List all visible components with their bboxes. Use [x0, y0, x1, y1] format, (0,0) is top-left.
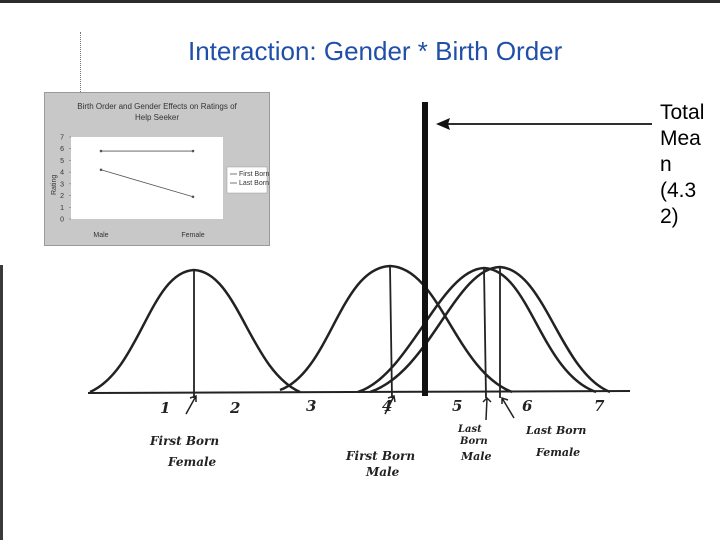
curve-first-born-male — [279, 264, 513, 394]
pointer-arrow-icon — [482, 396, 492, 421]
y-tick-label: 0 — [60, 217, 64, 224]
label-last-born-male-line1: Last — [457, 424, 482, 435]
axis-number: 4 — [382, 397, 392, 415]
data-point — [99, 149, 103, 153]
curve-first-born-female — [89, 268, 301, 394]
y-tick-label: 1 — [60, 205, 64, 212]
arrow-head-icon — [436, 118, 450, 130]
series-line — [100, 169, 194, 198]
label-last-born-male-line2: Born — [459, 436, 488, 447]
data-point — [191, 149, 195, 153]
curve-last-born-female — [369, 265, 611, 394]
legend-label: First Born — [239, 171, 269, 178]
label-last-born-female-line1: Last Born — [525, 424, 586, 437]
label-first-born-female-line1: First Born — [149, 434, 219, 448]
left-border — [0, 265, 3, 540]
note-line: Total — [660, 101, 705, 124]
y-axis-label: Rating — [51, 175, 58, 195]
y-tick-label: 3 — [60, 181, 64, 188]
curve-last-born-male — [357, 266, 597, 394]
y-tick-label: 4 — [60, 170, 64, 177]
pointer-arrow-icon — [384, 395, 396, 415]
y-tick-label: 6 — [60, 146, 64, 153]
inset-chart: Birth Order and Gender Effects on Rating… — [44, 92, 270, 246]
inset-title-line: Birth Order and Gender Effects on Rating… — [77, 102, 237, 111]
y-tick-label: 7 — [60, 135, 64, 142]
plot-area — [71, 137, 223, 219]
label-first-born-male-line2: Male — [365, 465, 400, 479]
note-line: Mea — [660, 127, 701, 150]
data-point — [99, 168, 103, 172]
mean-line-last-born-male — [483, 267, 487, 399]
note-line: (4.3 — [660, 179, 697, 202]
y-tick-label: 2 — [60, 193, 64, 200]
label-first-born-male-line1: First Born — [345, 449, 415, 463]
axis-number: 7 — [594, 397, 605, 415]
inset-title-line: Help Seeker — [134, 113, 180, 122]
legend-label: Last Born — [239, 180, 269, 187]
inset-plot: Rating 0 1 2 3 4 5 6 7 Male Female First Born Last … — [51, 135, 269, 240]
axis-number: 3 — [306, 397, 316, 415]
slide-title: Interaction: Gender * Birth Order — [188, 36, 563, 66]
axis-number: 1 — [160, 399, 170, 417]
label-first-born-female-line2: Female — [167, 455, 217, 469]
mean-line-first-born-male — [389, 265, 393, 399]
note-line: n — [660, 153, 672, 176]
y-tick-label: 5 — [60, 158, 64, 165]
x-tick-label: Male — [93, 232, 108, 239]
label-last-born-male-line3: Male — [460, 450, 491, 463]
top-border — [0, 0, 720, 3]
dotted-guide — [80, 32, 81, 92]
legend-box — [226, 166, 268, 194]
axis-number: 6 — [522, 397, 533, 415]
note-line: 2) — [660, 205, 679, 228]
inset-marks: 0 1 2 3 4 5 6 7 Male Female First Born Last Born — [60, 135, 269, 240]
pointer-arrow-icon — [185, 394, 197, 415]
x-tick-label: Female — [181, 232, 204, 239]
label-last-born-female-line2: Female — [535, 446, 580, 459]
inset-chart-title: Birth Order and Gender Effects on Rating… — [45, 101, 269, 123]
data-point — [191, 195, 195, 199]
total-mean-bar — [422, 102, 428, 396]
pointer-arrow-icon — [501, 396, 515, 419]
axis-number: 2 — [229, 399, 240, 417]
axis-number: 5 — [452, 397, 462, 415]
total-mean-note: Total Mea n (4.3 2) — [660, 100, 716, 230]
